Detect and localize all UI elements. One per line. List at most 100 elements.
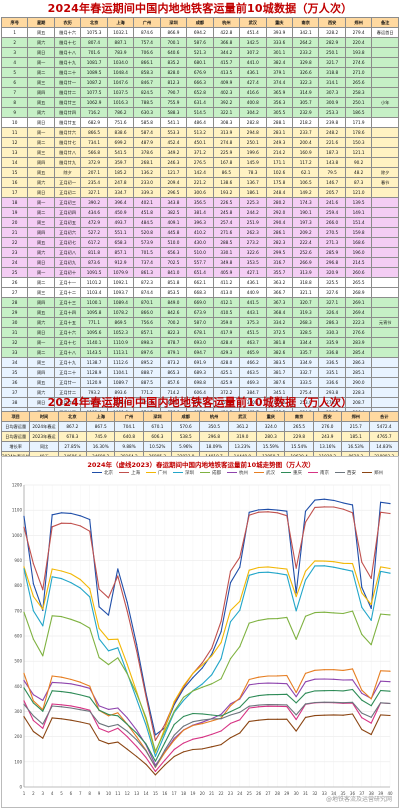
- data-point: [380, 670, 382, 672]
- daily-cell: 410.5: [212, 307, 241, 318]
- daily-cell: 1048.4: [106, 67, 135, 78]
- data-point: [117, 741, 119, 743]
- daily-cell: 正月初一: [53, 177, 82, 188]
- data-point: [258, 719, 260, 721]
- data-point: [258, 676, 260, 678]
- daily-cell: 824.5: [133, 87, 161, 98]
- daily-cell: 866.5: [80, 127, 108, 138]
- legend-label: 广州: [158, 471, 167, 476]
- daily-cell: 285.9: [318, 247, 346, 258]
- data-point: [333, 678, 335, 680]
- daily-cell: 32: [0, 337, 29, 348]
- data-point: [23, 700, 25, 702]
- daily-cell: 898.3: [133, 337, 161, 348]
- data-point: [333, 499, 335, 502]
- daily-cell: 573.9: [133, 237, 161, 248]
- daily-cell: 716.2: [80, 107, 108, 118]
- daily-cell: 897.6: [133, 347, 161, 358]
- daily-cell: 260.6: [344, 267, 373, 278]
- daily-cell: 29: [0, 307, 29, 318]
- data-point: [286, 574, 288, 576]
- data-point: [70, 683, 72, 685]
- daily-cell: 周六: [27, 177, 55, 188]
- daily-cell: 周五: [27, 167, 55, 178]
- data-point: [276, 693, 278, 696]
- daily-cell: [371, 357, 399, 368]
- daily-cell: 小年: [371, 97, 399, 108]
- data-point: [23, 568, 25, 570]
- daily-cell: 393.9: [265, 27, 293, 38]
- daily-row: 21 周四 正月初六 527.2 551.1 520.8 445.8 410.2 271.6 26…: [0, 227, 399, 238]
- daily-cell: 285.1: [344, 367, 373, 378]
- data-point: [32, 700, 34, 702]
- daily-row: 38 周日 正月廿三 709.6 828.8 725.3 662.3 565.5 351.7 35…: [0, 397, 399, 408]
- daily-cell: 305.5: [265, 107, 293, 118]
- daily-cell: 339.3: [133, 187, 161, 198]
- daily-cell: 276.5: [186, 157, 214, 168]
- daily-cell: 1128.9: [80, 367, 108, 378]
- data-point: [361, 728, 363, 731]
- series-line: [23, 713, 391, 776]
- summary-cell: 867.5: [86, 421, 116, 432]
- daily-cell: 587.0: [186, 317, 214, 328]
- daily-cell: 872.3: [133, 277, 161, 288]
- daily-cell: 周一: [27, 197, 55, 208]
- x-tick-label: 25: [247, 791, 253, 796]
- daily-cell: 701.6: [80, 47, 108, 58]
- daily-cell: 1032.1: [106, 27, 135, 38]
- data-point: [314, 499, 316, 501]
- daily-cell: 321.7: [318, 57, 346, 68]
- data-point: [117, 715, 119, 717]
- daily-cell: 299.5: [265, 247, 293, 258]
- x-tick-label: 36: [350, 791, 356, 796]
- data-point: [323, 560, 325, 562]
- data-point: [286, 693, 288, 695]
- daily-cell: 588.3: [159, 107, 188, 118]
- summary-cell: 678.3: [57, 431, 88, 442]
- daily-cell: 214.5: [344, 257, 373, 268]
- data-point: [380, 680, 382, 682]
- daily-cell: 1089.7: [106, 377, 135, 388]
- daily-cell: 正月十四: [53, 307, 82, 318]
- data-point: [70, 678, 72, 681]
- data-point: [89, 518, 91, 521]
- data-point: [342, 612, 344, 615]
- daily-cell: 280.2: [265, 197, 293, 208]
- daily-cell: 16: [0, 177, 29, 188]
- daily-cell: [371, 217, 399, 228]
- daily-cell: 335.1: [318, 367, 346, 378]
- y-tick-label: 600: [14, 634, 22, 639]
- data-point: [98, 722, 100, 724]
- summary-table-title: 2024年春运期间中国内地地铁客运量前10城数据（万人次）: [47, 396, 353, 409]
- daily-cell: 329.8: [291, 57, 320, 68]
- data-point: [173, 739, 175, 741]
- daily-cell: 1089.5: [80, 67, 108, 78]
- daily-cell: 383.5: [265, 357, 293, 368]
- legend-label: 郑州: [374, 471, 383, 476]
- daily-cell: 640.6: [159, 47, 188, 58]
- legend-label: 上海: [131, 471, 140, 476]
- daily-cell: 251.9: [239, 217, 267, 228]
- daily-cell: 271.3: [318, 237, 346, 248]
- data-point: [126, 610, 128, 612]
- data-point: [51, 576, 53, 578]
- daily-cell: 279.4: [344, 27, 373, 38]
- daily-cell: 327.1: [318, 297, 346, 308]
- data-point: [370, 698, 372, 700]
- daily-cell: 472.9: [80, 217, 108, 228]
- daily-cell: [371, 367, 399, 378]
- daily-cell: 元宵节: [371, 317, 399, 328]
- daily-cell: 842.6: [159, 307, 188, 318]
- y-tick-label: 400: [14, 684, 22, 689]
- daily-cell: 300.6: [186, 187, 214, 198]
- summary-header-cell: 重庆: [256, 411, 286, 422]
- data-point: [248, 574, 250, 576]
- data-point: [323, 565, 325, 567]
- data-point: [126, 601, 128, 603]
- legend-item: 南京: [308, 470, 329, 476]
- summary-cell: 9.88%: [114, 441, 144, 452]
- data-point: [145, 743, 147, 745]
- legend-label: 成都: [212, 471, 221, 476]
- summary-cell: 同比: [29, 441, 59, 452]
- summary-header-cell: 郑州: [341, 411, 371, 422]
